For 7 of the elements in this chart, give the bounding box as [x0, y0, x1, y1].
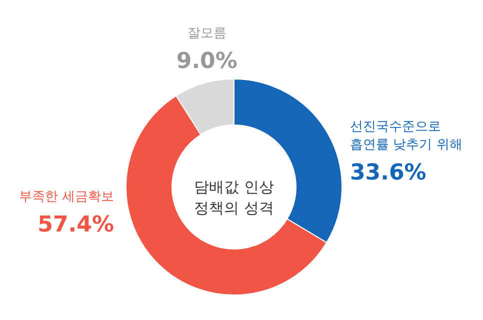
- slice-label: 부족한 세금확보: [18, 190, 114, 205]
- data-label: 9.0%: [176, 49, 238, 74]
- data-label: 33.6%: [350, 160, 426, 186]
- data-label: 57.4%: [38, 212, 114, 238]
- text: 담배값 인상 정책의 성격: [194, 178, 274, 217]
- slice-label: 잘모름: [187, 26, 226, 41]
- slice-label: 선진국수준으로 흡연률 낮추기 위해: [350, 119, 462, 152]
